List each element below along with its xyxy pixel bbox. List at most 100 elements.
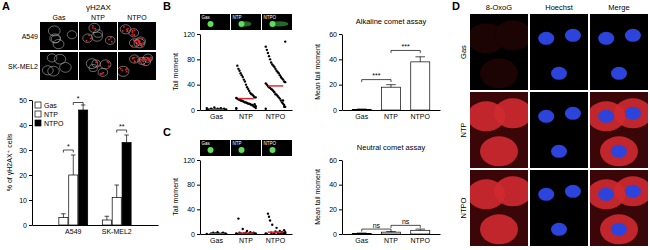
foci <box>108 62 110 64</box>
cell <box>614 98 648 128</box>
bar <box>102 220 111 225</box>
tick-label: 40 <box>19 122 27 129</box>
image-background <box>530 92 588 168</box>
tick: 20 <box>329 81 342 88</box>
micrograph <box>530 14 588 90</box>
tick-label: NTPO <box>411 237 431 244</box>
tick-mark <box>197 85 200 86</box>
tick-label: 30 <box>19 147 27 154</box>
legend-swatch <box>35 111 41 117</box>
foci <box>148 58 150 60</box>
tick: 50 <box>19 97 32 104</box>
micrograph <box>118 22 156 50</box>
nucleus <box>565 185 581 198</box>
significance-label: ns <box>373 222 381 229</box>
tick-label: 0 <box>191 231 195 238</box>
point <box>237 68 239 70</box>
foci <box>136 56 138 58</box>
cell <box>494 98 528 128</box>
tick: NTPO <box>266 237 286 244</box>
significance-bracket <box>391 50 420 53</box>
error-bar <box>416 229 426 230</box>
axis-line <box>343 110 441 111</box>
point <box>235 97 237 99</box>
tick-mark <box>29 100 32 101</box>
nucleus <box>598 110 614 123</box>
point <box>265 232 267 234</box>
foci <box>145 59 147 61</box>
foci <box>98 65 100 67</box>
legend-swatch <box>35 102 41 108</box>
tick-mark <box>197 110 200 111</box>
micrograph <box>118 52 156 80</box>
micrograph <box>530 92 588 168</box>
significance-label: *** <box>372 72 380 79</box>
tick-mark <box>339 185 342 186</box>
nucleus <box>538 32 554 45</box>
tick-mark <box>29 125 32 126</box>
legend-label: NTPO <box>44 120 64 127</box>
tick: NTP <box>239 113 253 120</box>
tick-label: 120 <box>183 31 195 38</box>
tick: 40 <box>19 122 32 129</box>
nucleus <box>538 188 554 201</box>
image-background <box>530 170 588 246</box>
significance-bracket <box>362 229 391 232</box>
column-label: NTP <box>91 14 105 21</box>
significance-bracket <box>391 225 420 228</box>
foci <box>132 58 134 60</box>
foci <box>111 41 113 43</box>
image-title: γH2AX <box>86 3 112 12</box>
point <box>235 233 237 234</box>
foci <box>132 31 134 33</box>
y-axis: 01020304050 <box>19 97 32 229</box>
error-bar <box>357 233 367 234</box>
nucleus-outline <box>143 54 153 62</box>
nucleus-outline <box>42 66 53 75</box>
nucleus-outline <box>100 60 111 69</box>
legend-label: NTP <box>44 111 58 118</box>
tick-label: 60 <box>329 157 337 164</box>
foci <box>86 40 88 42</box>
tick: 0 <box>23 222 32 229</box>
tick: 40 <box>329 181 342 188</box>
tick-label: 20 <box>19 172 27 179</box>
nucleus-outline <box>53 39 64 48</box>
chart: ******0204060Mean tail momentGasNTPNTPO <box>314 31 441 120</box>
tick-mark <box>197 34 200 35</box>
tick: 0 <box>191 107 200 114</box>
foci <box>134 60 136 62</box>
nucleus <box>611 145 627 158</box>
tick-label: 40 <box>329 56 337 63</box>
tick: 80 <box>187 56 200 63</box>
foci <box>127 30 129 32</box>
nucleus <box>538 110 554 123</box>
tick: 0 <box>333 231 342 238</box>
foci <box>94 28 96 30</box>
image-background <box>262 14 292 30</box>
bar <box>411 62 430 110</box>
tick-label: Gas <box>210 113 223 120</box>
x-axis: GasNTPNTPO <box>343 111 441 120</box>
cell <box>494 20 528 50</box>
tick-mark <box>197 185 200 186</box>
row-label: NTP <box>459 123 468 138</box>
foci <box>126 68 128 70</box>
nucleus <box>551 223 567 236</box>
image-background <box>231 140 261 156</box>
nucleus-outline <box>105 36 115 44</box>
micrograph <box>530 170 588 246</box>
micrograph <box>79 52 117 80</box>
tick: NTPO <box>411 237 431 244</box>
error-bar <box>81 105 86 110</box>
mean-line <box>238 98 254 99</box>
nucleus-outline <box>92 60 100 67</box>
foci <box>142 42 144 44</box>
row-label: Gas <box>459 45 468 59</box>
comet-image: NTPO <box>262 14 292 30</box>
column-label: Hoechst <box>545 3 573 12</box>
point <box>235 107 237 109</box>
tick-label: Gas <box>355 113 368 120</box>
plot-marks <box>206 212 287 234</box>
error-bar <box>124 135 129 143</box>
